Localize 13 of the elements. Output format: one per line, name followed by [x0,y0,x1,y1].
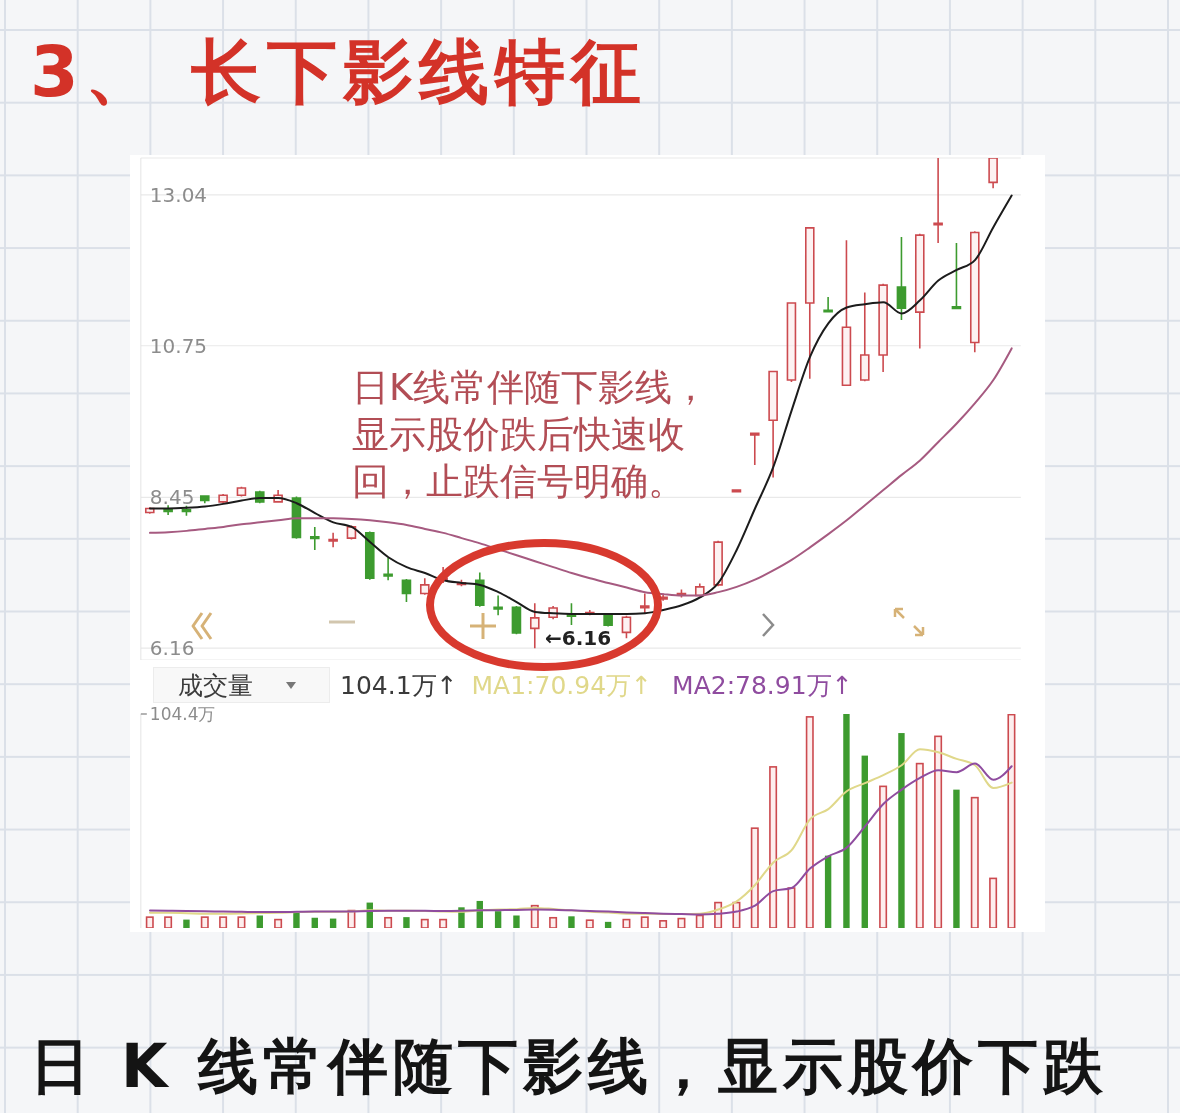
y-tick-label: 6.16 [149,636,195,661]
y-tick-label: 104.4万 [149,704,216,725]
text: 日 K 线常伴随下影线，显示股价下跌 [30,1030,1109,1102]
y-tick-label: 8.45 [149,485,195,510]
annotation: 日K线常伴随下影线，显示股价跌后快速收回，止跌信号明确。 [352,365,711,505]
y-tick-label: 13.04 [149,183,208,208]
text: MA2:78.91万↑ [672,669,853,702]
chart-title: 成交量 [178,669,253,702]
y-tick-label: 10.75 [149,333,208,358]
annotation: ←6.16 [545,626,612,650]
text: MA1:70.94万↑ [471,669,653,702]
text: 104.1万↑ [340,669,458,702]
chart-title: 3、 长下影线特征 [30,31,648,113]
